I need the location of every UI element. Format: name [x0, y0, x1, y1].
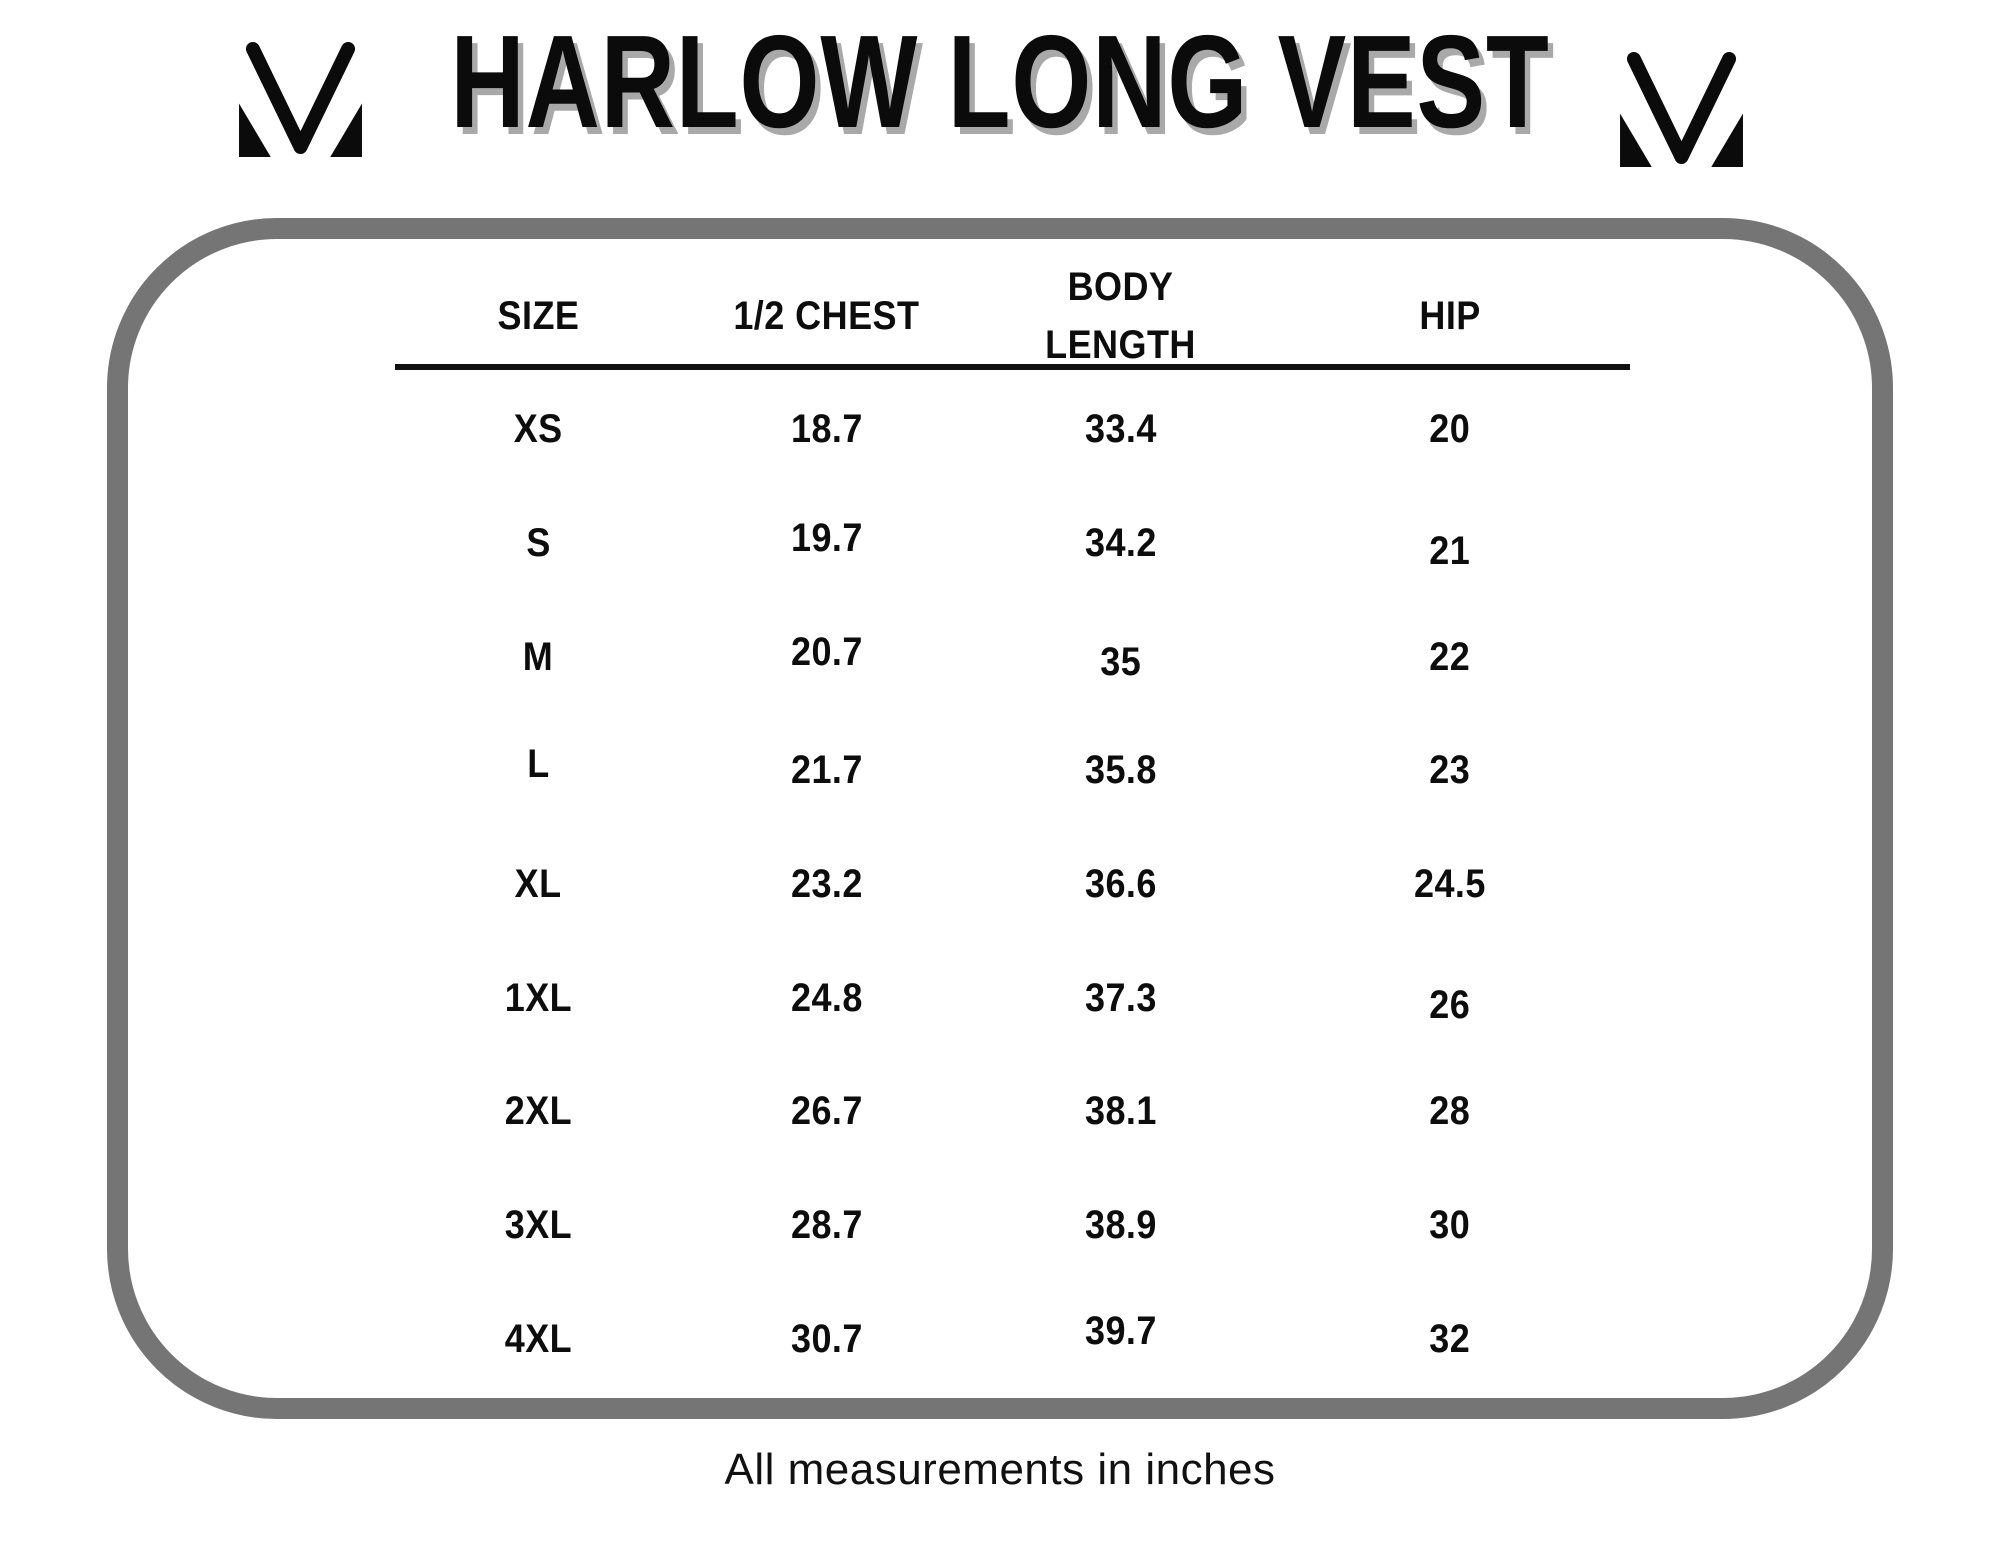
header-divider-line [395, 364, 1630, 370]
logo-left-triangle [1620, 113, 1652, 167]
table-row: 1XL 24.8 37.3 26 [395, 941, 1630, 1055]
body-length-cell: 39.7 [1084, 1308, 1157, 1353]
m-monogram-logo-icon [1620, 51, 1743, 167]
table-row: M 20.7 35 22 [395, 600, 1630, 714]
body-length-cell: 36.6 [1084, 862, 1157, 907]
hip-cell: 22 [1429, 634, 1471, 679]
half-chest-cell: 28.7 [790, 1203, 863, 1248]
hip-cell: 32 [1429, 1316, 1471, 1361]
table-row: 3XL 28.7 38.9 30 [395, 1169, 1630, 1283]
table-row: XS 18.7 33.4 20 [395, 373, 1630, 487]
column-header-size: SIZE [497, 294, 580, 338]
logo-v-stroke [245, 41, 356, 155]
table-header-row: SIZE 1/2 CHEST BODY LENGTH HIP [395, 258, 1630, 367]
size-cell: 3XL [504, 1203, 572, 1248]
half-chest-cell: 20.7 [790, 629, 863, 674]
body-length-cell: 38.1 [1084, 1089, 1157, 1134]
logo-left-triangle [239, 103, 271, 157]
table-row: 4XL 30.7 39.7 32 [395, 1283, 1630, 1397]
hip-cell: 23 [1429, 748, 1471, 793]
hip-cell: 21 [1429, 529, 1471, 574]
body-length-cell: 35.8 [1084, 748, 1157, 793]
hip-cell: 20 [1429, 407, 1471, 452]
size-cell: 2XL [504, 1089, 572, 1134]
half-chest-cell: 21.7 [790, 748, 863, 793]
half-chest-cell: 19.7 [790, 516, 863, 561]
half-chest-cell: 24.8 [790, 975, 863, 1020]
column-header-hip: HIP [1418, 294, 1481, 338]
measurements-note: All measurements in inches [724, 1445, 1276, 1494]
hip-cell: 24.5 [1413, 862, 1486, 907]
body-length-cell: 38.9 [1084, 1203, 1157, 1248]
table-body: XS 18.7 33.4 20 S 19.7 34.2 21 M 20.7 35… [395, 373, 1630, 1396]
column-header-body-length: BODY LENGTH [1045, 265, 1196, 367]
half-chest-cell: 23.2 [790, 862, 863, 907]
size-cell: XL [514, 862, 562, 907]
logo-right-triangle [1711, 113, 1743, 167]
size-cell: 4XL [504, 1316, 572, 1361]
size-cell: M [523, 634, 554, 679]
half-chest-cell: 26.7 [790, 1089, 863, 1134]
column-header-half-chest: 1/2 CHEST [733, 294, 920, 338]
half-chest-cell: 30.7 [790, 1316, 863, 1361]
size-cell: XS [513, 407, 563, 452]
body-length-cell: 34.2 [1084, 521, 1157, 566]
hip-cell: 26 [1429, 982, 1471, 1027]
table-row: XL 23.2 36.6 24.5 [395, 828, 1630, 942]
size-chart-frame [107, 218, 1893, 1419]
m-monogram-logo-icon [239, 41, 362, 157]
logo-v-stroke [1626, 51, 1737, 165]
body-length-cell: 37.3 [1084, 975, 1157, 1020]
logo-right-triangle [330, 103, 362, 157]
hip-cell: 30 [1429, 1203, 1471, 1248]
page-title: HARLOW LONG VEST [450, 8, 1550, 155]
table-row: S 19.7 34.2 21 [395, 487, 1630, 601]
body-length-cell: 33.4 [1084, 407, 1157, 452]
body-length-cell: 35 [1100, 639, 1142, 684]
half-chest-cell: 18.7 [790, 407, 863, 452]
table-row: L 21.7 35.8 23 [395, 714, 1630, 828]
hip-cell: 28 [1429, 1089, 1471, 1134]
size-cell: L [527, 742, 550, 787]
size-cell: 1XL [504, 975, 572, 1020]
table-row: 2XL 26.7 38.1 28 [395, 1055, 1630, 1169]
size-cell: S [526, 521, 551, 566]
